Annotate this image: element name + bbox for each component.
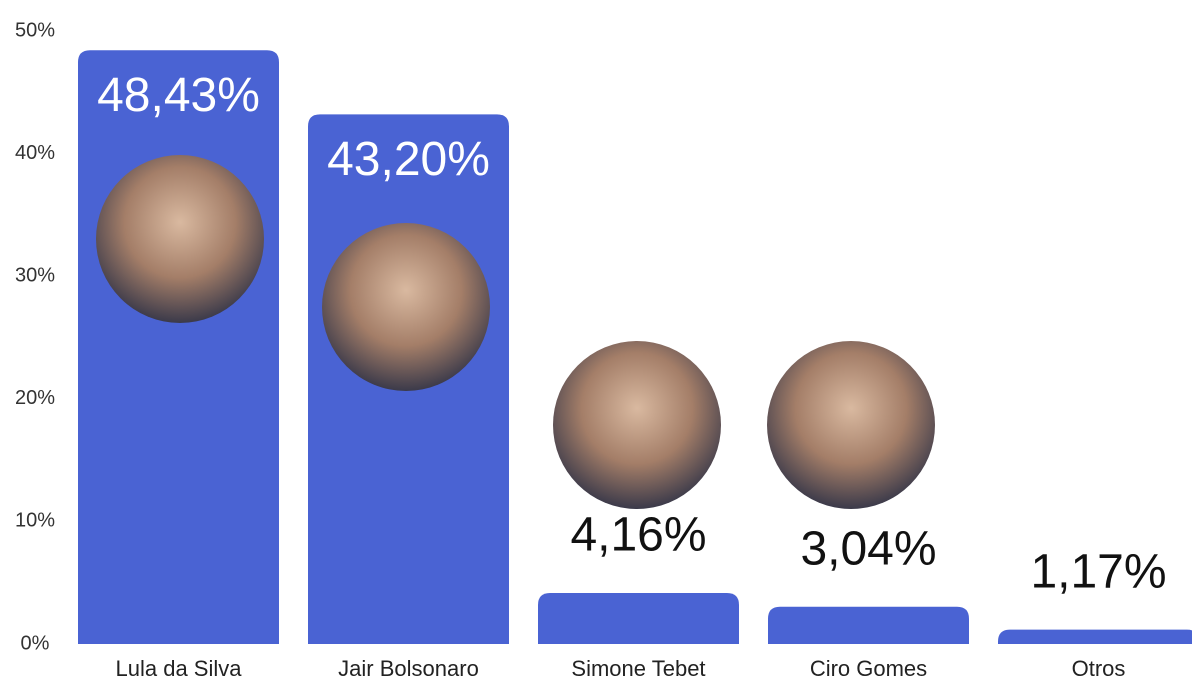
x-tick-label: Simone Tebet bbox=[571, 656, 705, 681]
bar bbox=[78, 50, 279, 645]
candidate-photo bbox=[553, 341, 721, 509]
value-label: 48,43% bbox=[97, 69, 260, 122]
x-tick-label: Ciro Gomes bbox=[810, 656, 927, 681]
y-tick-label: 30% bbox=[15, 264, 55, 286]
y-tick-label: 10% bbox=[15, 510, 55, 532]
value-label: 1,17% bbox=[1030, 545, 1166, 598]
value-label: 4,16% bbox=[570, 509, 706, 562]
value-label: 43,20% bbox=[327, 133, 490, 186]
candidate-photo bbox=[96, 155, 264, 323]
y-tick-label: 40% bbox=[15, 142, 55, 164]
x-tick-label: Otros bbox=[1072, 656, 1126, 681]
bar bbox=[768, 606, 969, 644]
x-tick-label: Lula da Silva bbox=[116, 656, 243, 681]
candidate-photo bbox=[322, 223, 490, 391]
y-tick-label: 0% bbox=[21, 632, 50, 654]
bar bbox=[538, 592, 739, 644]
photos bbox=[96, 155, 935, 509]
bar bbox=[998, 629, 1192, 644]
candidate-photo bbox=[767, 341, 935, 509]
y-tick-label: 50% bbox=[15, 19, 55, 41]
x-tick-label: Jair Bolsonaro bbox=[338, 656, 479, 681]
y-tick-label: 20% bbox=[15, 387, 55, 409]
value-label: 3,04% bbox=[800, 522, 936, 575]
